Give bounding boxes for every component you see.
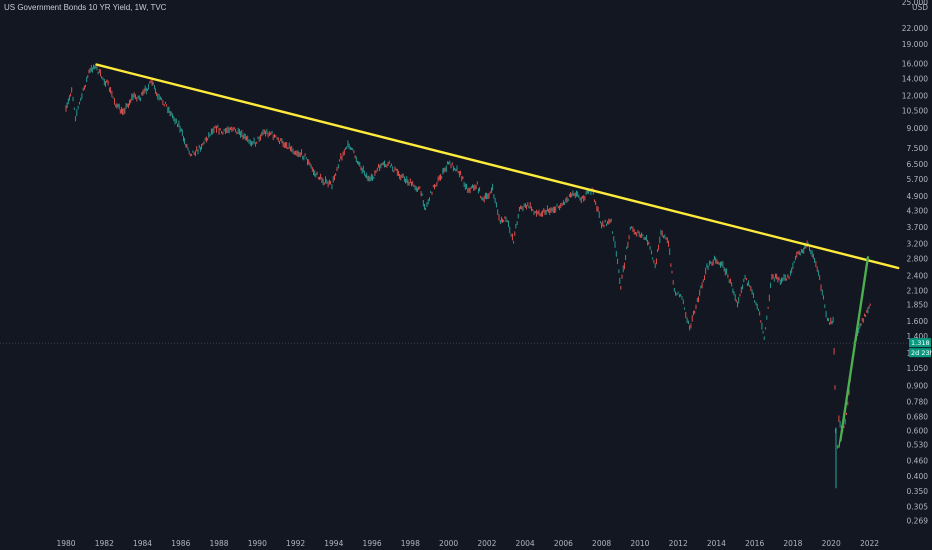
countdown-badge bbox=[909, 348, 931, 358]
x-tick-label: 1992 bbox=[286, 539, 305, 548]
y-tick-label: 5.700 bbox=[907, 175, 929, 184]
y-tick-label: 25.000 bbox=[902, 0, 928, 7]
y-tick-label: 0.680 bbox=[907, 413, 929, 422]
trendline-layer[interactable] bbox=[95, 63, 900, 448]
recovery-trendline[interactable] bbox=[840, 256, 870, 442]
x-tick-label: 2004 bbox=[516, 539, 535, 548]
y-tick-label: 0.600 bbox=[907, 427, 929, 436]
y-tick-label: 3.700 bbox=[907, 223, 929, 232]
x-tick-label: 1998 bbox=[401, 539, 420, 548]
x-tick-label: 2008 bbox=[592, 539, 611, 548]
x-tick-label: 1990 bbox=[248, 539, 267, 548]
x-tick-label: 1994 bbox=[324, 539, 343, 548]
y-tick-label: 1.050 bbox=[907, 364, 929, 373]
y-tick-label: 4.300 bbox=[907, 206, 929, 215]
y-tick-label: 1.400 bbox=[907, 332, 929, 341]
y-tick-label: 0.350 bbox=[907, 487, 929, 496]
y-tick-label: 0.269 bbox=[907, 516, 929, 525]
chart-title: US Government Bonds 10 YR Yield, 1W, TVC bbox=[4, 3, 167, 12]
x-tick-label: 2000 bbox=[439, 539, 458, 548]
current-price-value: 1.318 bbox=[911, 339, 930, 347]
y-tick-label: 9.000 bbox=[907, 124, 929, 133]
x-tick-label: 2002 bbox=[477, 539, 496, 548]
x-tick-label: 1980 bbox=[56, 539, 75, 548]
y-tick-label: 0.305 bbox=[907, 502, 929, 511]
price-badges: 1.318 2d 23h bbox=[909, 338, 932, 358]
y-tick-label: 10.500 bbox=[902, 107, 928, 116]
y-tick-label: 0.900 bbox=[907, 381, 929, 390]
y-tick-label: 6.500 bbox=[907, 160, 929, 169]
y-tick-label: 0.530 bbox=[907, 441, 929, 450]
y-tick-label: 19.000 bbox=[902, 40, 928, 49]
y-tick-label: 0.400 bbox=[907, 472, 929, 481]
y-tick-label: 12.000 bbox=[902, 92, 928, 101]
x-tick-label: 2016 bbox=[745, 539, 764, 548]
y-tick-label: 0.780 bbox=[907, 397, 929, 406]
y-tick-label: 22.000 bbox=[902, 24, 928, 33]
x-tick-label: 1988 bbox=[209, 539, 228, 548]
bar-countdown: 2d 23h bbox=[911, 349, 932, 357]
y-tick-label: 14.000 bbox=[902, 74, 928, 83]
x-tick-label: 1984 bbox=[133, 539, 152, 548]
y-tick-label: 4.900 bbox=[907, 192, 929, 201]
y-tick-label: 2.800 bbox=[907, 254, 929, 263]
y-tick-label: 0.460 bbox=[907, 456, 929, 465]
current-price-badge bbox=[909, 338, 931, 348]
x-tick-label: 2012 bbox=[669, 539, 688, 548]
x-axis[interactable]: 1980 1982 1984 1986 1988 1990 1992 1994 1996 1998… bbox=[56, 539, 879, 548]
y-tick-label: 16.000 bbox=[902, 59, 928, 68]
y-axis[interactable]: USD 25.000 22.000 19.000 16.000 14.000 12.000… bbox=[902, 0, 928, 525]
x-tick-label: 2006 bbox=[554, 539, 573, 548]
y-tick-label: 7.500 bbox=[907, 144, 929, 153]
x-tick-label: 1996 bbox=[363, 539, 382, 548]
y-tick-label: 2.400 bbox=[907, 272, 929, 281]
price-series-layer bbox=[65, 63, 871, 489]
x-tick-label: 2010 bbox=[630, 539, 649, 548]
x-tick-label: 2020 bbox=[822, 539, 841, 548]
recovery-trendline[interactable] bbox=[838, 256, 869, 448]
resistance-trendline[interactable] bbox=[95, 63, 900, 270]
x-tick-label: 2022 bbox=[860, 539, 879, 548]
y-tick-label: 2.100 bbox=[907, 287, 929, 296]
x-tick-label: 1986 bbox=[171, 539, 190, 548]
y-tick-label: 1.850 bbox=[907, 301, 929, 310]
x-tick-label: 2018 bbox=[783, 539, 802, 548]
y-tick-label: 3.200 bbox=[907, 239, 929, 248]
y-tick-label: 1.600 bbox=[907, 317, 929, 326]
y-axis-unit-label: USD bbox=[912, 3, 928, 12]
x-tick-label: 2014 bbox=[707, 539, 726, 548]
x-tick-label: 1982 bbox=[95, 539, 114, 548]
